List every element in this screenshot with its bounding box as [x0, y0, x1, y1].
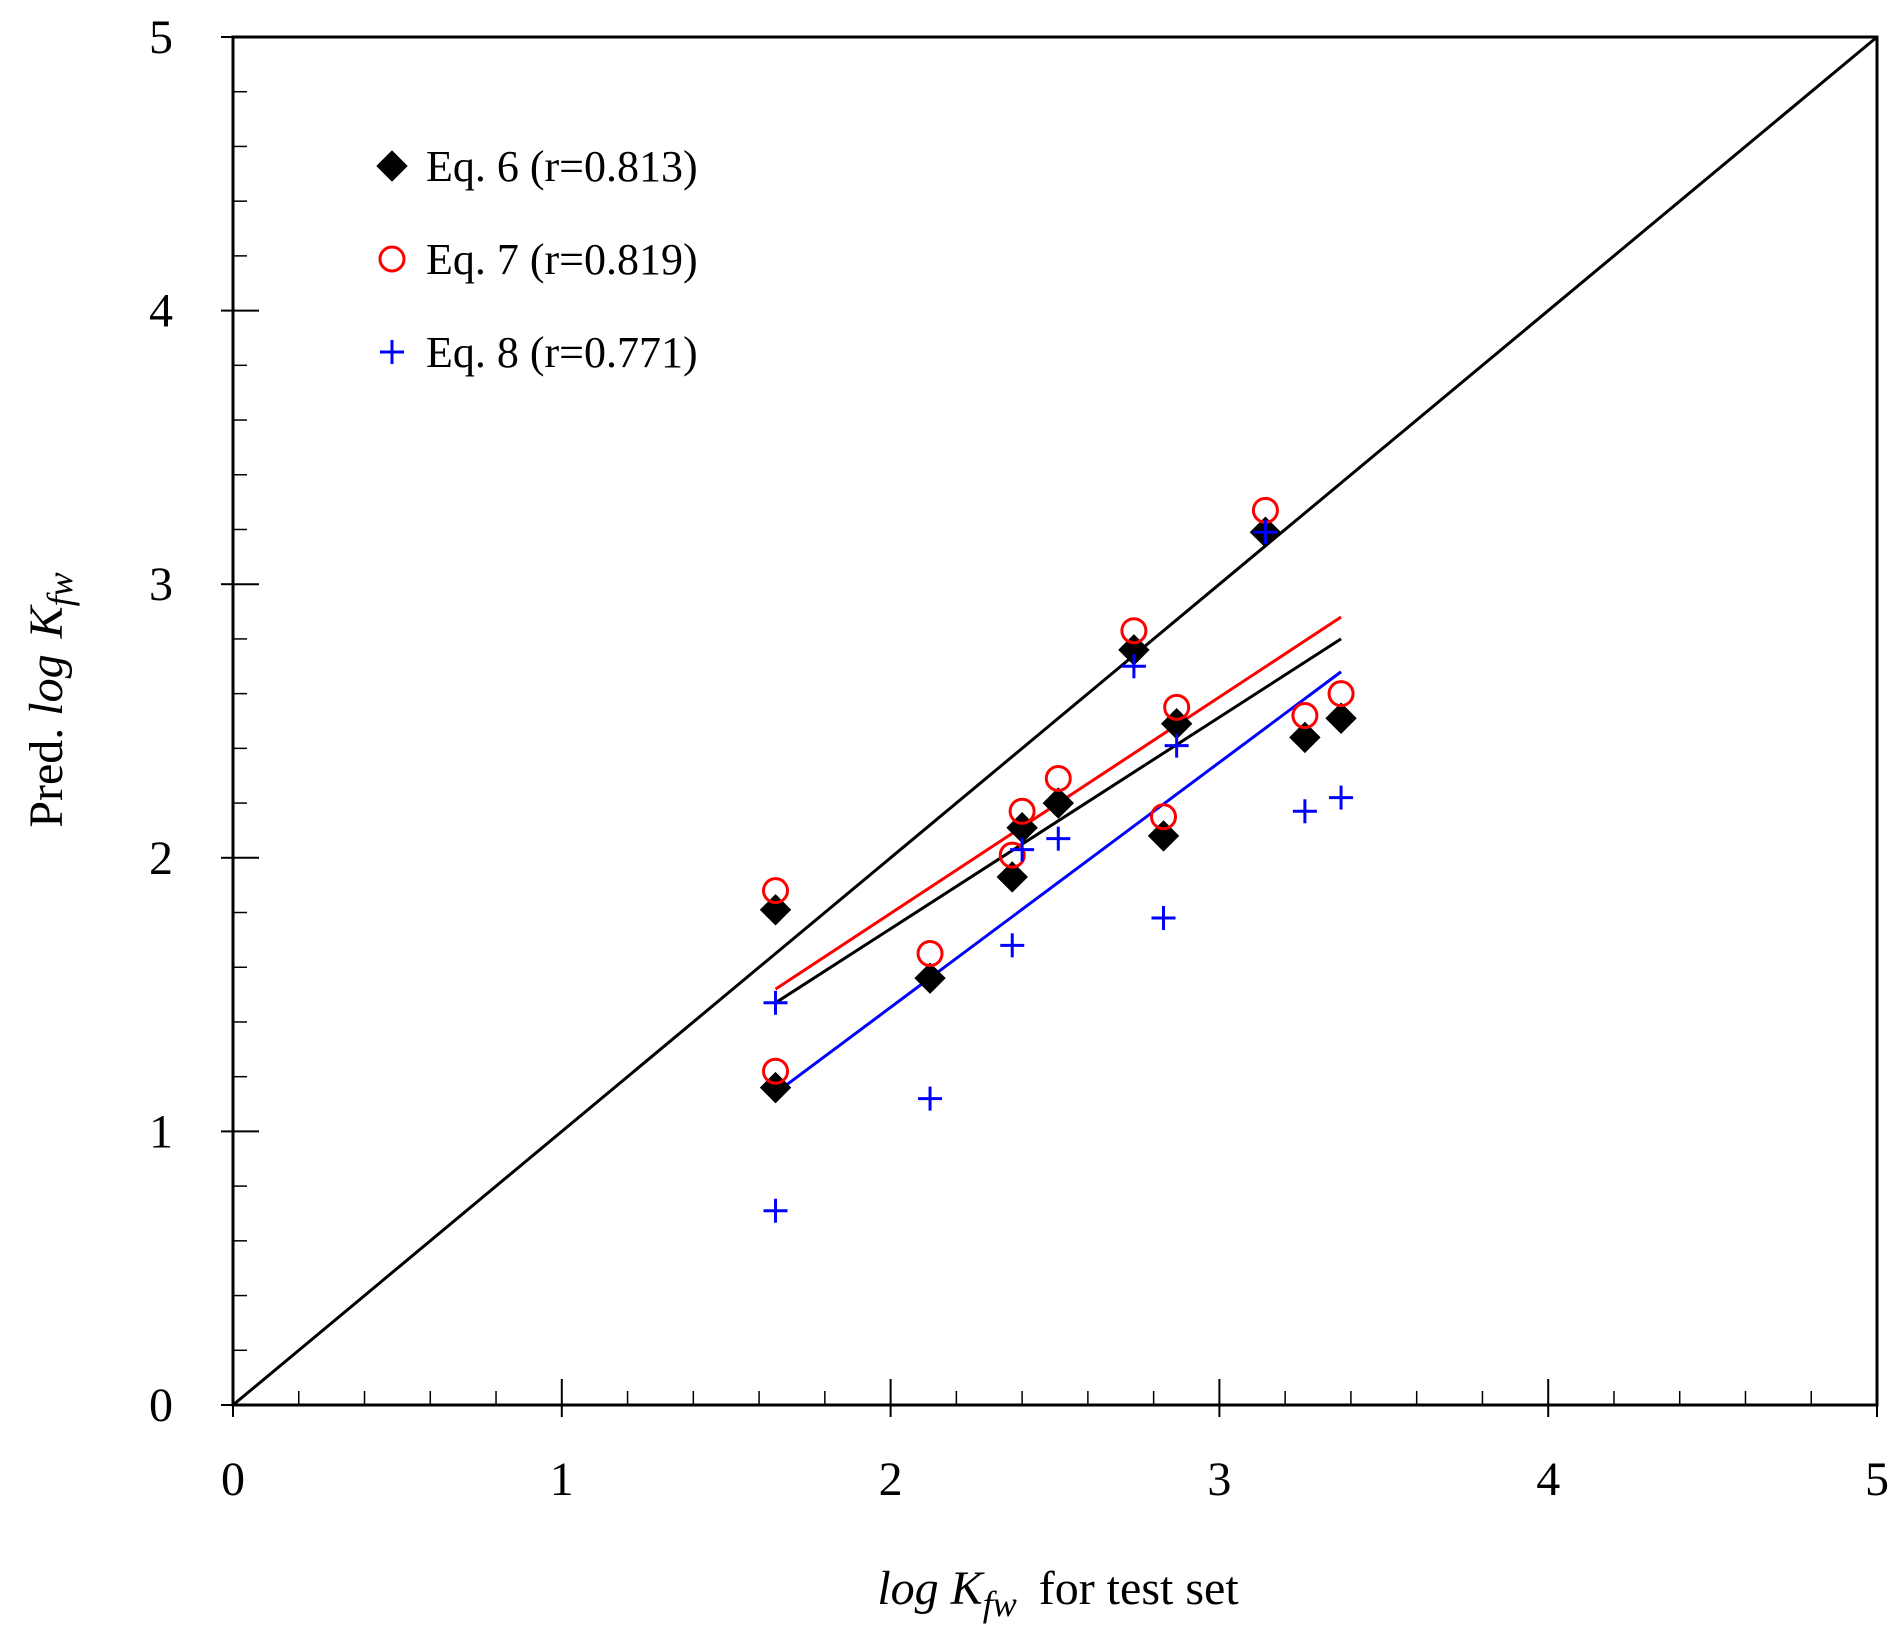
legend-label: Eq. 8 (r=0.771)	[426, 328, 698, 377]
circle-point	[1150, 803, 1178, 831]
plus-point	[1164, 733, 1189, 758]
y-axis-title-subscript: fw	[40, 572, 80, 606]
circle-point	[1120, 617, 1148, 645]
data-points	[759, 496, 1357, 1223]
circle-point	[1044, 764, 1072, 792]
x-tick-label: 4	[1536, 1453, 1560, 1506]
series-circle	[762, 496, 1355, 1085]
plus-point	[763, 990, 788, 1015]
plus-point	[1329, 785, 1354, 810]
circle-point	[1327, 680, 1355, 708]
x-tick-label: 3	[1207, 1453, 1231, 1506]
diamond-point	[914, 962, 946, 994]
x-axis-title-italic: log K	[877, 1562, 985, 1615]
plus-point	[1121, 654, 1146, 679]
legend-label: Eq. 6 (r=0.813)	[426, 142, 698, 191]
y-axis-title-prefix: Pred.	[20, 728, 73, 828]
tick-labels: 00 1 1 2 2 3 3 4 4 5 5	[149, 11, 1889, 1506]
x-tick-label: 5	[1865, 1453, 1889, 1506]
plot-frame	[231, 35, 1879, 1407]
y-tick-label: 3	[149, 558, 173, 611]
circle-point	[916, 940, 944, 968]
plus-point	[763, 1198, 788, 1223]
legend-marker-circle	[378, 245, 406, 273]
minor-ticks	[233, 90, 1812, 1405]
plus-point	[1000, 933, 1025, 958]
plus-point	[1010, 837, 1035, 862]
diamond-point	[1042, 787, 1074, 819]
circle-point	[762, 877, 790, 905]
y-tick-label: 4	[149, 285, 173, 338]
plus-point	[1046, 826, 1071, 851]
y-axis-title-italic2: K	[20, 603, 73, 639]
circle-point	[1163, 693, 1191, 721]
x-tick-label: 0	[221, 1453, 245, 1506]
series-diamond	[759, 516, 1357, 1104]
diamond-point	[1289, 721, 1321, 754]
fit-line-plus	[774, 670, 1342, 1095]
y-tick-label: 5	[149, 11, 173, 64]
x-tick-label: 1	[550, 1453, 574, 1506]
legend-marker-diamond	[376, 150, 408, 182]
y-axis-title: Pred. log Kfw	[20, 572, 80, 827]
circle-point	[1008, 797, 1036, 825]
diamond-point	[1147, 820, 1180, 852]
x-axis-title-subscript: fw	[983, 1584, 1017, 1624]
plus-point	[918, 1086, 943, 1111]
y-axis-title-italic: log	[20, 654, 73, 715]
circle-point	[998, 841, 1026, 869]
legend-label: Eq. 7 (r=0.819)	[426, 235, 698, 284]
fit-line-diamond	[774, 637, 1342, 1005]
y-tick-label: 1	[149, 1105, 173, 1158]
x-tick-label: 2	[879, 1453, 903, 1506]
diamond-point	[759, 894, 792, 926]
circle-point	[1291, 702, 1319, 730]
diamond-point	[996, 861, 1028, 893]
circle-point	[762, 1057, 790, 1085]
x-axis-title: log Kfw for test set	[877, 1562, 1239, 1624]
plus-point	[1253, 520, 1278, 545]
y-tick-label: 2	[149, 832, 173, 885]
plus-point	[1292, 799, 1317, 824]
legend-marker-plus	[380, 340, 404, 364]
identity-line	[232, 35, 1878, 1407]
legend: Eq. 6 (r=0.813) Eq. 7 (r=0.819) Eq. 8 (r=0…	[376, 142, 698, 377]
series-plus	[763, 520, 1354, 1223]
y-tick-label: 0	[149, 1379, 173, 1432]
plus-point	[1151, 905, 1176, 930]
x-axis-title-suffix: for test set	[1039, 1562, 1240, 1615]
diamond-point	[1325, 702, 1357, 734]
